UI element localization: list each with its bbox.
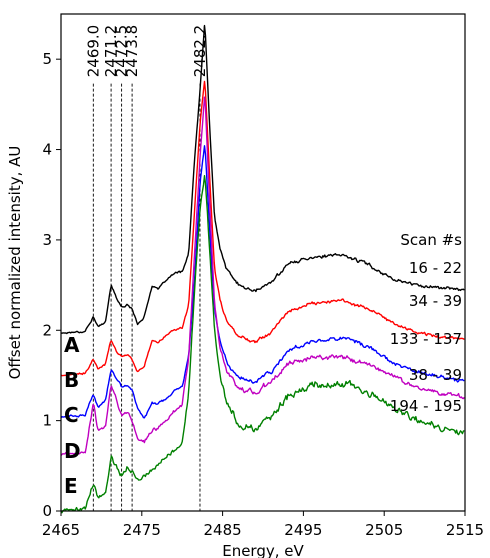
- x-axis-label: Energy, eV: [222, 542, 304, 558]
- y-tick-label: 0: [42, 502, 52, 520]
- y-axis-label: Offset normalized intensity, AU: [6, 146, 24, 380]
- reference-line-label: 2469.0: [84, 25, 102, 78]
- scan-label-B: 34 - 39: [409, 292, 462, 310]
- scan-label-A: 16 - 22: [409, 259, 462, 277]
- x-tick-label: 2475: [123, 521, 161, 539]
- axis-ticks: 2465 2475 2485 2495 2505 2515 0 1 2 3 4 5: [42, 50, 484, 539]
- reference-line-label: 2473.8: [123, 25, 141, 78]
- panel-label-A: A: [64, 333, 80, 357]
- x-tick-label: 2485: [204, 521, 242, 539]
- reference-line-label: 2471.2: [102, 25, 120, 78]
- panel-label-D: D: [64, 439, 81, 463]
- reference-line-label: 2472.5: [113, 25, 131, 78]
- y-tick-label: 4: [42, 141, 52, 159]
- series-line-D: [60, 96, 465, 457]
- scan-label-D: 38 - 39: [409, 366, 462, 384]
- scan-label-C: 133 - 137: [390, 330, 462, 348]
- scan-legend-title: Scan #s: [400, 231, 462, 249]
- reference-line-label: 2482.2: [191, 25, 209, 78]
- scan-label-E: 194 - 195: [390, 397, 462, 415]
- plot-frame: [60, 13, 466, 512]
- series-line-B: [60, 80, 465, 377]
- panel-label-E: E: [64, 474, 78, 498]
- series-line-A: [60, 24, 465, 335]
- panel-label-C: C: [64, 403, 79, 427]
- x-tick-label: 2465: [42, 521, 80, 539]
- y-tick-label: 1: [42, 412, 52, 430]
- y-tick-label: 5: [42, 50, 52, 68]
- y-tick-label: 3: [42, 231, 52, 249]
- y-tick-label: 2: [42, 321, 52, 339]
- panel-label-B: B: [64, 368, 79, 392]
- x-tick-label: 2495: [284, 521, 322, 539]
- x-tick-label: 2515: [446, 521, 484, 539]
- series-line-C: [60, 145, 465, 419]
- series-line-E: [60, 175, 465, 514]
- x-tick-label: 2505: [365, 521, 403, 539]
